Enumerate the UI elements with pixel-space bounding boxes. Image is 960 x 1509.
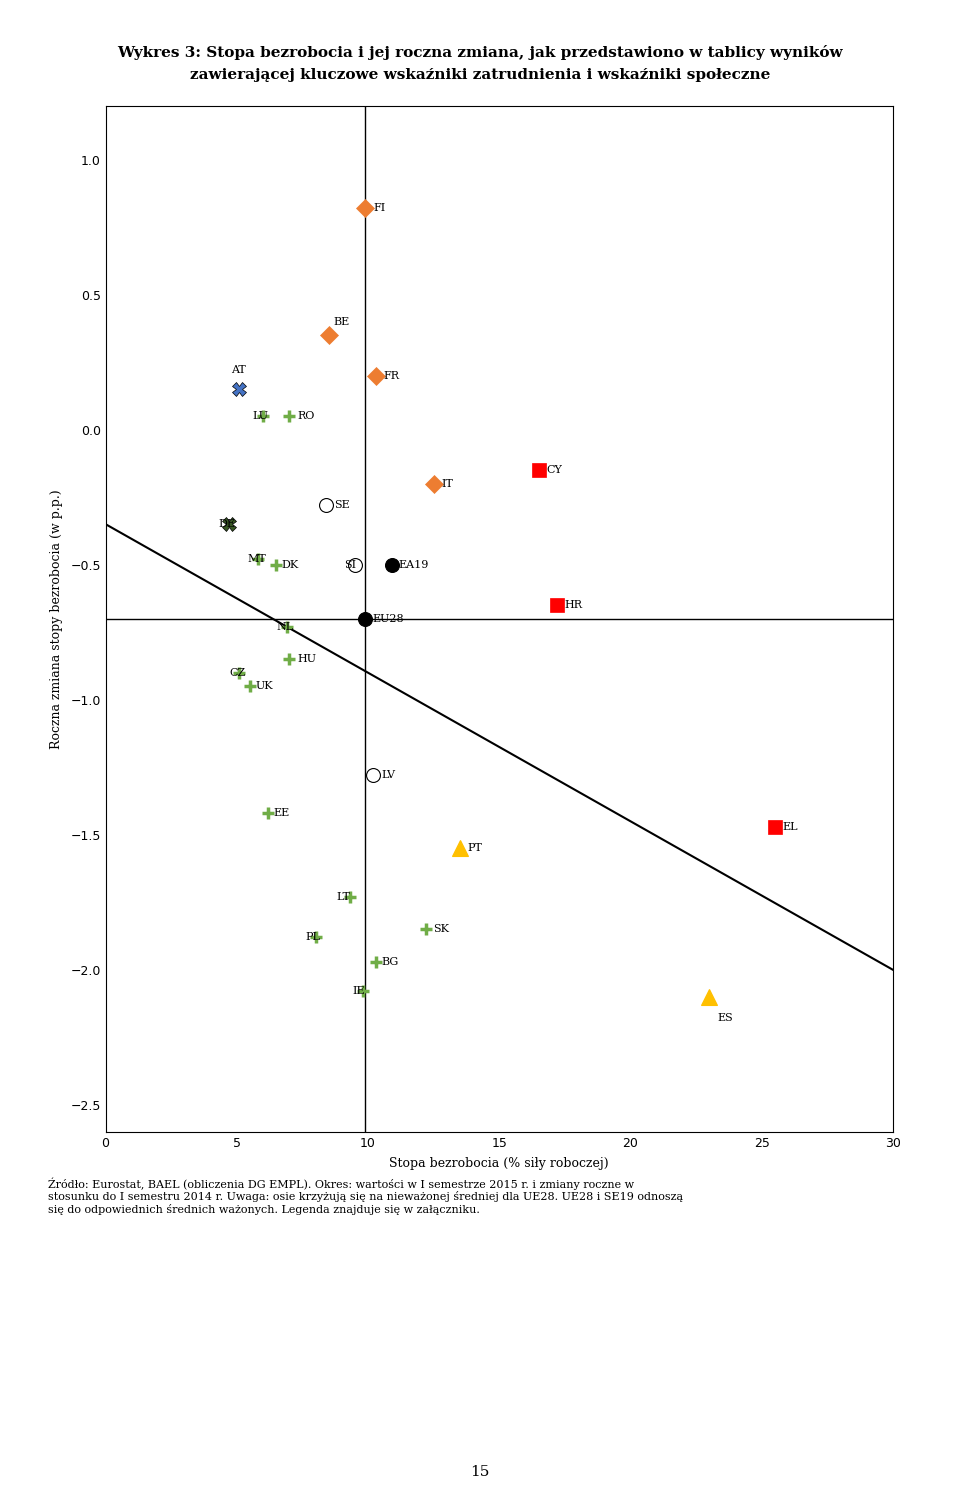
Text: zawierającej kluczowe wskaźniki zatrudnienia i wskaźniki społeczne: zawierającej kluczowe wskaźniki zatrudni… — [190, 68, 770, 81]
Text: SI: SI — [345, 560, 356, 570]
Text: IE: IE — [352, 987, 365, 996]
Text: EL: EL — [782, 821, 798, 831]
Text: DK: DK — [281, 560, 299, 570]
Text: 15: 15 — [470, 1465, 490, 1479]
Text: IT: IT — [442, 478, 453, 489]
Text: AT: AT — [231, 365, 247, 376]
Text: Źródło: Eurostat, BAEL (obliczenia DG EMPL). Okres: wartości w I semestrze 2015 : Źródło: Eurostat, BAEL (obliczenia DG EM… — [48, 1177, 684, 1215]
Text: LV: LV — [381, 770, 396, 780]
Text: CY: CY — [546, 465, 563, 475]
Text: LU: LU — [252, 410, 269, 421]
Text: ES: ES — [717, 1014, 732, 1023]
Text: PT: PT — [468, 844, 483, 853]
Text: PL: PL — [305, 933, 320, 942]
Text: DE: DE — [219, 519, 235, 530]
Text: EU28: EU28 — [372, 614, 403, 623]
Text: LT: LT — [337, 892, 350, 902]
Text: HU: HU — [298, 655, 316, 664]
Text: EA19: EA19 — [398, 560, 428, 570]
Text: NL: NL — [276, 622, 294, 632]
Text: SK: SK — [434, 924, 449, 934]
Text: CZ: CZ — [228, 667, 245, 678]
Text: SE: SE — [334, 501, 349, 510]
X-axis label: Stopa bezrobocia (% siły roboczej): Stopa bezrobocia (% siły roboczej) — [390, 1156, 609, 1169]
Text: FI: FI — [373, 204, 386, 213]
Text: Wykres 3: Stopa bezrobocia i jej roczna zmiana, jak przedstawiono w tablicy wyni: Wykres 3: Stopa bezrobocia i jej roczna … — [117, 45, 843, 60]
Text: BE: BE — [334, 317, 350, 326]
Text: BG: BG — [381, 957, 398, 967]
Text: FR: FR — [384, 371, 399, 380]
Text: EE: EE — [274, 809, 290, 818]
Text: HR: HR — [564, 601, 583, 610]
Text: UK: UK — [255, 681, 273, 691]
Text: MT: MT — [248, 554, 266, 564]
Y-axis label: Roczna zmiana stopy bezrobocia (w p.p.): Roczna zmiana stopy bezrobocia (w p.p.) — [50, 489, 63, 748]
Text: RO: RO — [298, 410, 315, 421]
